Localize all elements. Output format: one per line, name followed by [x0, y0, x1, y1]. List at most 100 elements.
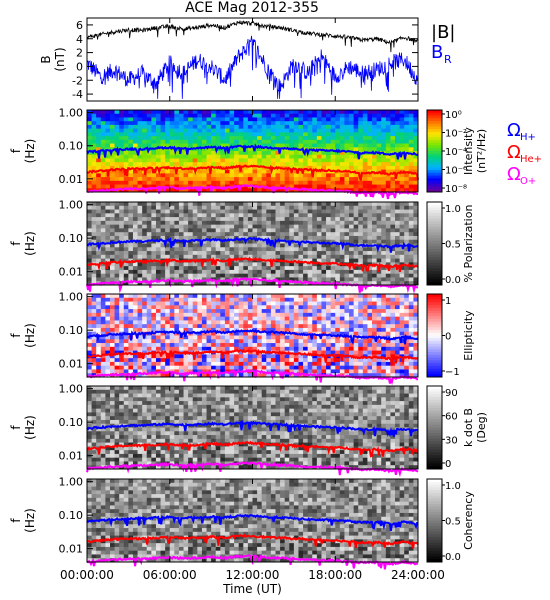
spectrogram-cell: [105, 117, 111, 122]
spectrogram-cell: [215, 339, 221, 344]
spectrogram-cell: [307, 339, 313, 344]
spectrogram-cell: [353, 128, 359, 133]
spectrogram-cell: [87, 188, 92, 193]
spectrogram-cell: [390, 143, 396, 148]
spectrogram-cell: [312, 335, 318, 340]
spectrogram-cell: [261, 320, 267, 325]
spectrogram-cell: [344, 173, 350, 178]
spectrogram-cell: [353, 232, 359, 237]
spectrogram-cell: [128, 169, 134, 174]
spectrogram-cell: [155, 251, 161, 256]
spectrogram-cell: [220, 251, 226, 256]
spectrogram-cell: [408, 188, 414, 193]
spectrogram-cell: [413, 139, 419, 144]
spectrogram-cell: [252, 228, 258, 233]
spectrogram-cell: [206, 251, 212, 256]
spectrogram-cell: [367, 217, 373, 222]
spectrogram-cell: [252, 165, 258, 171]
spectrogram-cell: [275, 324, 281, 329]
spectrogram-cell: [349, 266, 355, 271]
spectrogram-cell: [183, 316, 189, 321]
spectrogram-cell: [96, 180, 102, 185]
spectrogram-cell: [109, 110, 115, 115]
spectrogram-cell: [155, 162, 161, 167]
spectrogram-cell: [312, 169, 318, 174]
spectrogram-cell: [247, 128, 253, 133]
spectrogram-cell: [326, 173, 332, 178]
spectrogram-cell: [215, 358, 221, 363]
colorbar-step: [427, 110, 442, 114]
spectrogram-cell: [326, 113, 332, 118]
spectrogram-cell: [408, 346, 414, 351]
spectrogram-cell: [160, 294, 166, 299]
spectrogram-cell: [390, 294, 396, 299]
spectrogram-cell: [91, 184, 97, 189]
spectrogram-cell: [151, 343, 157, 348]
spectrogram-cell: [192, 128, 198, 133]
spectrogram-cell: [408, 136, 414, 141]
spectrogram-cell: [344, 121, 350, 126]
spectrogram-cell: [408, 305, 414, 310]
spectrogram-cell: [284, 121, 290, 126]
spectrogram-cell: [270, 254, 276, 259]
spectrogram-cell: [174, 251, 180, 256]
spectrogram-cell: [119, 369, 125, 374]
spectrogram-cell: [146, 184, 152, 189]
spectrogram-cell: [349, 139, 355, 144]
spectrogram-cell: [128, 154, 134, 159]
colorbar-step: [427, 237, 442, 242]
spectrogram-cell: [234, 354, 240, 359]
spectrogram-cell: [123, 209, 129, 214]
spectrogram-cell: [87, 369, 92, 374]
spectrogram-cell: [257, 113, 263, 118]
spectrogram-cell: [160, 373, 166, 378]
spectrogram-cell: [293, 184, 299, 189]
spectrogram-cell: [96, 220, 102, 226]
spectrogram-cell: [100, 312, 106, 318]
spectrogram-cell: [128, 220, 134, 226]
spectrogram-cell: [390, 343, 396, 348]
spectrogram-cell: [109, 228, 115, 233]
spectrogram-cell: [87, 209, 92, 214]
spectrogram-cell: [142, 369, 148, 374]
spectrogram-cell: [316, 117, 322, 122]
spectrogram-cell: [289, 180, 295, 185]
spectrogram-cell: [215, 361, 221, 367]
spectrogram-cell: [353, 297, 359, 302]
spectrogram-cell: [399, 232, 405, 237]
spectrogram-cell: [105, 324, 111, 329]
spectrogram-cell: [165, 316, 171, 321]
spectrogram-cell: [100, 273, 106, 278]
spectrogram-cell: [160, 180, 166, 185]
spectrogram-cell: [266, 369, 272, 374]
spectrogram-cell: [316, 154, 322, 159]
spectrogram-cell: [252, 232, 258, 237]
spectrogram-cell: [321, 165, 327, 171]
spectrogram-cell: [114, 251, 120, 256]
spectrogram-cell: [146, 110, 152, 115]
spectrogram-cell: [298, 297, 304, 302]
spectrogram-cell: [289, 254, 295, 259]
spectrogram-cell: [307, 162, 313, 167]
spectrogram-cell: [293, 213, 299, 218]
spectrogram-cell: [105, 247, 111, 252]
spectrogram-cell: [284, 220, 290, 226]
spectrogram-cell: [100, 217, 106, 222]
spectrogram-cell: [247, 251, 253, 256]
spectrogram-cell: [252, 266, 258, 271]
spectrogram-cell: [178, 224, 184, 229]
spectrogram-cell: [390, 113, 396, 118]
spectrogram-cell: [137, 320, 143, 325]
spectrogram-cell: [307, 312, 313, 318]
spectrogram-cell: [270, 213, 276, 218]
colorbar-step: [427, 271, 442, 275]
spectrogram-cell: [128, 269, 134, 275]
spectrogram-cell: [284, 320, 290, 325]
spectrogram-cell: [197, 158, 203, 163]
spectrogram-cell: [211, 320, 217, 325]
spectrogram-cell: [312, 224, 318, 229]
spectrogram-cell: [137, 180, 143, 185]
spectrogram-cell: [243, 188, 249, 193]
spectrogram-cell: [349, 128, 355, 133]
spectrogram-cell: [284, 316, 290, 321]
